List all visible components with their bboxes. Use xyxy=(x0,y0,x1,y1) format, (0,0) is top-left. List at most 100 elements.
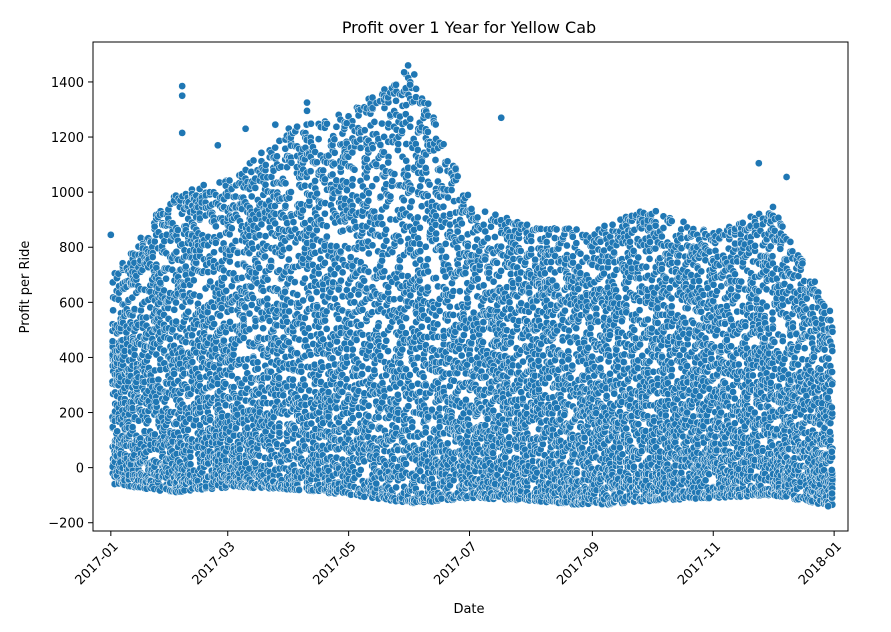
scatter-point xyxy=(184,307,193,316)
scatter-point xyxy=(239,315,248,323)
scatter-point xyxy=(400,196,408,205)
scatter-point xyxy=(172,317,180,326)
scatter-point xyxy=(241,303,250,312)
scatter-point xyxy=(320,242,329,250)
scatter-point xyxy=(432,274,440,282)
scatter-point xyxy=(225,176,234,185)
scatter-points xyxy=(106,61,837,511)
scatter-point xyxy=(364,189,373,197)
scatter-point xyxy=(417,157,426,166)
scatter-point xyxy=(428,405,436,414)
scatter-point xyxy=(356,466,365,474)
scatter-point xyxy=(221,401,230,410)
scatter-point xyxy=(403,171,412,180)
scatter-point xyxy=(424,99,433,108)
scatter-point xyxy=(263,275,272,284)
scatter-point xyxy=(392,80,400,89)
scatter-point xyxy=(241,362,250,371)
scatter-point xyxy=(330,294,339,303)
scatter-point xyxy=(267,263,275,271)
scatter-point xyxy=(368,241,377,250)
scatter-point xyxy=(322,325,331,333)
scatter-point xyxy=(421,428,430,437)
scatter-point xyxy=(287,188,295,196)
scatter-point xyxy=(408,423,416,432)
scatter-point xyxy=(382,236,391,245)
scatter-point xyxy=(283,219,291,228)
scatter-point xyxy=(436,166,444,175)
scatter-point xyxy=(199,181,208,189)
scatter-point xyxy=(321,316,329,325)
scatter-point xyxy=(396,237,405,246)
scatter-point xyxy=(324,388,333,397)
scatter-point xyxy=(390,295,398,304)
scatter-point xyxy=(285,244,294,252)
scatter-point xyxy=(354,290,363,299)
scatter-point xyxy=(261,161,270,169)
scatter-point xyxy=(421,164,430,172)
scatter-point xyxy=(301,181,309,190)
scatter-point xyxy=(424,267,432,276)
scatter-point xyxy=(413,213,422,222)
scatter-point xyxy=(220,336,228,345)
scatter-point xyxy=(323,119,331,128)
scatter-point xyxy=(144,416,153,425)
scatter-point xyxy=(406,122,415,131)
scatter-point xyxy=(295,486,303,494)
scatter-point xyxy=(416,182,424,191)
scatter-point xyxy=(216,311,225,320)
scatter-point xyxy=(338,268,347,277)
scatter-point xyxy=(364,249,373,258)
scatter-point xyxy=(188,358,197,366)
scatter-point xyxy=(150,222,159,231)
scatter-point xyxy=(423,255,432,264)
scatter-point xyxy=(382,336,391,345)
scatter-point xyxy=(312,288,321,296)
scatter-point xyxy=(424,128,432,136)
scatter-point xyxy=(245,309,254,318)
scatter-point xyxy=(332,176,341,185)
scatter-point xyxy=(166,335,174,343)
scatter-point xyxy=(425,180,434,189)
scatter-point xyxy=(287,298,295,307)
scatter-point xyxy=(212,222,220,231)
scatter-point xyxy=(376,213,385,222)
scatter-point xyxy=(184,426,192,434)
scatter-point xyxy=(374,413,383,422)
scatter-point xyxy=(396,263,404,272)
scatter-point xyxy=(189,276,198,285)
scatter-point xyxy=(402,156,411,165)
scatter-point xyxy=(376,352,385,360)
scatter-point xyxy=(150,237,159,246)
scatter-point xyxy=(275,374,283,382)
scatter-point xyxy=(321,209,329,218)
scatter-point xyxy=(386,192,395,201)
scatter-point xyxy=(210,248,218,257)
scatter-point xyxy=(392,483,400,492)
scatter-point xyxy=(388,177,397,185)
scatter-point xyxy=(404,402,413,411)
scatter-point xyxy=(376,140,385,149)
scatter-point xyxy=(370,366,379,375)
scatter-point xyxy=(362,155,371,164)
scatter-point xyxy=(364,401,373,410)
scatter-point xyxy=(162,274,170,283)
scatter-point xyxy=(113,427,122,436)
scatter-point xyxy=(313,189,321,198)
scatter-point xyxy=(273,152,281,161)
scatter-point xyxy=(308,241,317,250)
scatter-point xyxy=(406,115,415,123)
scatter-point xyxy=(172,247,181,256)
scatter-point xyxy=(271,143,279,152)
scatter-point xyxy=(362,173,371,182)
scatter-point xyxy=(398,345,407,354)
scatter-point xyxy=(417,322,426,331)
scatter-point xyxy=(360,126,369,135)
scatter-point xyxy=(372,160,381,169)
scatter-point xyxy=(301,274,309,283)
scatter-point xyxy=(431,156,440,164)
scatter-point xyxy=(419,373,428,381)
scatter-point xyxy=(433,320,442,329)
scatter-point xyxy=(330,148,339,157)
